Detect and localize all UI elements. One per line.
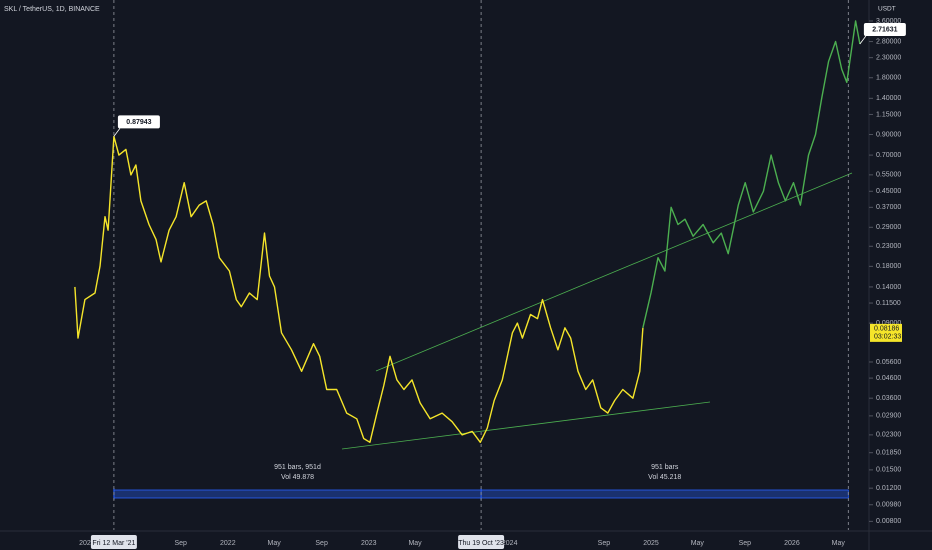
last-price: 0.08186 <box>874 326 899 333</box>
x-tick-label: May <box>408 540 422 547</box>
y-tick-label: 0.09000 <box>876 320 901 327</box>
measure-bars: 951 bars, 951d <box>274 464 321 471</box>
measure-volume: Vol 45.218 <box>648 474 681 481</box>
y-tick-label: 0.11500 <box>876 300 901 307</box>
y-tick-label: 0.00980 <box>876 502 901 509</box>
y-tick-label: 0.00800 <box>876 518 901 525</box>
callout-box <box>863 23 906 37</box>
callout-label: 2.71631 <box>872 26 897 33</box>
y-tick-label: 0.01500 <box>876 467 901 474</box>
y-tick-label: 3.60000 <box>876 18 901 25</box>
x-tick-label: May <box>691 540 705 547</box>
trend-line <box>341 401 711 450</box>
callout-pointer <box>859 35 867 45</box>
y-tick-label: 0.02900 <box>876 413 901 420</box>
measure-volume: Vol 49.878 <box>281 474 314 481</box>
x-tick-label: May <box>832 540 846 547</box>
last-price-box <box>870 323 902 342</box>
measure-bars: 951 bars <box>651 464 679 471</box>
y-tick-label: 0.02300 <box>876 432 901 439</box>
trend-line <box>375 172 853 372</box>
y-tick-label: 1.40000 <box>876 95 901 102</box>
crosshair-label: Fri 12 Mar '21 <box>92 540 135 547</box>
y-tick-label: 0.03600 <box>876 395 901 402</box>
y-tick-label: 2.80000 <box>876 38 901 45</box>
x-tick-label: 2021 <box>79 540 95 547</box>
y-tick-label: 0.70000 <box>876 152 901 159</box>
x-tick-label: 2023 <box>361 540 377 547</box>
crosshair-label-box <box>458 535 505 549</box>
y-tick-label: 0.45000 <box>876 188 901 195</box>
callout-box <box>117 115 160 129</box>
x-tick-label: Sep <box>739 540 752 547</box>
x-tick-label: 2025 <box>643 540 659 547</box>
crosshair-label: Thu 19 Oct '23 <box>458 540 504 547</box>
y-tick-label: 0.04600 <box>876 375 901 382</box>
y-unit: USDT <box>878 6 896 13</box>
y-tick-label: 0.55000 <box>876 172 901 179</box>
price-line <box>74 135 644 443</box>
x-tick-label: May <box>268 540 282 547</box>
y-tick-label: 1.80000 <box>876 75 901 82</box>
callout-label: 0.87943 <box>126 119 151 126</box>
x-tick-label: Sep <box>315 540 328 547</box>
countdown: 03:02:33 <box>874 334 901 341</box>
y-tick-label: 2.30000 <box>876 55 901 62</box>
y-tick-label: 1.15000 <box>876 111 901 118</box>
price-line <box>642 20 861 328</box>
y-tick-label: 0.05600 <box>876 359 901 366</box>
x-tick-label: Sep <box>174 540 187 547</box>
y-tick-label: 0.01850 <box>876 450 901 457</box>
y-tick-label: 0.01200 <box>876 485 901 492</box>
x-tick-label: 2024 <box>502 540 518 547</box>
y-tick-label: 0.29000 <box>876 224 901 231</box>
y-tick-label: 0.23000 <box>876 243 901 250</box>
x-tick-label: 2022 <box>220 540 236 547</box>
chart-title: SKL / TetherUS, 1D, BINANCE <box>4 6 100 13</box>
y-tick-label: 0.90000 <box>876 131 901 138</box>
y-tick-label: 0.18000 <box>876 263 901 270</box>
x-tick-label: Sep <box>598 540 611 547</box>
y-tick-label: 0.14000 <box>876 284 901 291</box>
callout-pointer <box>113 128 121 137</box>
y-tick-label: 0.37000 <box>876 204 901 211</box>
x-tick-label: 2026 <box>784 540 800 547</box>
crosshair-label-box <box>90 535 137 549</box>
